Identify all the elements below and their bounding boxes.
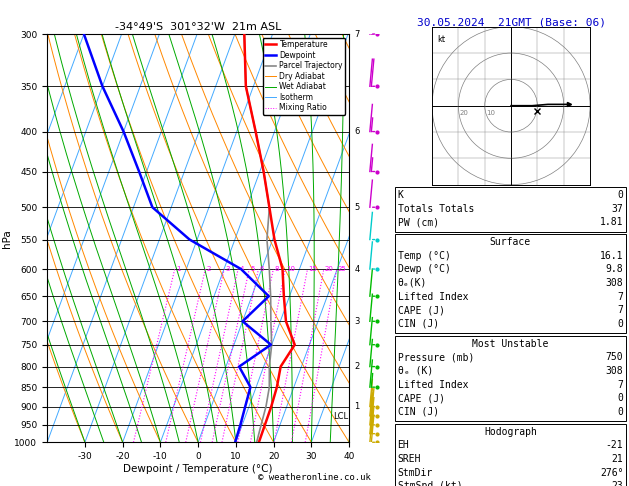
Text: 6: 6 bbox=[354, 127, 360, 136]
Text: 750: 750 bbox=[606, 352, 623, 363]
Text: θₑ(K): θₑ(K) bbox=[398, 278, 427, 288]
Text: 1: 1 bbox=[354, 402, 360, 411]
Text: 15: 15 bbox=[309, 266, 318, 272]
Text: LCL: LCL bbox=[333, 412, 348, 421]
X-axis label: Dewpoint / Temperature (°C): Dewpoint / Temperature (°C) bbox=[123, 464, 273, 474]
Text: 1: 1 bbox=[176, 266, 181, 272]
Legend: Temperature, Dewpoint, Parcel Trajectory, Dry Adiabat, Wet Adiabat, Isotherm, Mi: Temperature, Dewpoint, Parcel Trajectory… bbox=[263, 38, 345, 115]
Text: 2: 2 bbox=[206, 266, 211, 272]
Text: Most Unstable: Most Unstable bbox=[472, 339, 548, 349]
Text: 23: 23 bbox=[611, 481, 623, 486]
Text: CAPE (J): CAPE (J) bbox=[398, 393, 445, 403]
Text: Surface: Surface bbox=[490, 237, 531, 247]
Text: Lifted Index: Lifted Index bbox=[398, 380, 468, 390]
Text: 4: 4 bbox=[354, 264, 360, 274]
Text: 7: 7 bbox=[354, 30, 360, 38]
Text: 2: 2 bbox=[354, 362, 360, 371]
Text: 4: 4 bbox=[239, 266, 243, 272]
Text: 0: 0 bbox=[618, 319, 623, 329]
Text: EH: EH bbox=[398, 440, 409, 451]
Text: 3: 3 bbox=[225, 266, 230, 272]
Text: CIN (J): CIN (J) bbox=[398, 407, 438, 417]
Text: 10: 10 bbox=[286, 266, 296, 272]
Text: 25: 25 bbox=[338, 266, 347, 272]
Text: StmDir: StmDir bbox=[398, 468, 433, 478]
Text: 0: 0 bbox=[618, 393, 623, 403]
Text: 8: 8 bbox=[274, 266, 279, 272]
Text: 3: 3 bbox=[354, 317, 360, 326]
Text: Lifted Index: Lifted Index bbox=[398, 292, 468, 302]
Y-axis label: hPa: hPa bbox=[2, 229, 12, 247]
Text: 1.81: 1.81 bbox=[600, 217, 623, 227]
Text: 16.1: 16.1 bbox=[600, 251, 623, 261]
Text: CAPE (J): CAPE (J) bbox=[398, 305, 445, 315]
Title: -34°49'S  301°32'W  21m ASL: -34°49'S 301°32'W 21m ASL bbox=[115, 22, 281, 32]
Text: Temp (°C): Temp (°C) bbox=[398, 251, 450, 261]
Text: -21: -21 bbox=[606, 440, 623, 451]
Text: 30.05.2024  21GMT (Base: 06): 30.05.2024 21GMT (Base: 06) bbox=[416, 17, 606, 27]
Text: kt: kt bbox=[437, 35, 445, 44]
Text: 0: 0 bbox=[618, 407, 623, 417]
Text: © weatheronline.co.uk: © weatheronline.co.uk bbox=[258, 473, 371, 482]
Text: K: K bbox=[398, 190, 403, 200]
Text: 37: 37 bbox=[611, 204, 623, 214]
Text: PW (cm): PW (cm) bbox=[398, 217, 438, 227]
Text: 10: 10 bbox=[486, 110, 495, 116]
Text: Totals Totals: Totals Totals bbox=[398, 204, 474, 214]
Text: 21: 21 bbox=[611, 454, 623, 464]
Text: Pressure (mb): Pressure (mb) bbox=[398, 352, 474, 363]
Text: 308: 308 bbox=[606, 366, 623, 376]
Text: StmSpd (kt): StmSpd (kt) bbox=[398, 481, 462, 486]
Text: SREH: SREH bbox=[398, 454, 421, 464]
Text: CIN (J): CIN (J) bbox=[398, 319, 438, 329]
Text: 20: 20 bbox=[325, 266, 334, 272]
Text: θₑ (K): θₑ (K) bbox=[398, 366, 433, 376]
Text: Hodograph: Hodograph bbox=[484, 427, 537, 437]
Text: 5: 5 bbox=[354, 203, 360, 212]
Text: 5: 5 bbox=[250, 266, 255, 272]
Text: Dewp (°C): Dewp (°C) bbox=[398, 264, 450, 275]
Text: 276°: 276° bbox=[600, 468, 623, 478]
Text: 7: 7 bbox=[618, 380, 623, 390]
Text: 7: 7 bbox=[618, 292, 623, 302]
Text: 7: 7 bbox=[618, 305, 623, 315]
Text: 0: 0 bbox=[618, 190, 623, 200]
Text: 9.8: 9.8 bbox=[606, 264, 623, 275]
Text: 20: 20 bbox=[460, 110, 469, 116]
Text: 6: 6 bbox=[260, 266, 264, 272]
Text: 308: 308 bbox=[606, 278, 623, 288]
